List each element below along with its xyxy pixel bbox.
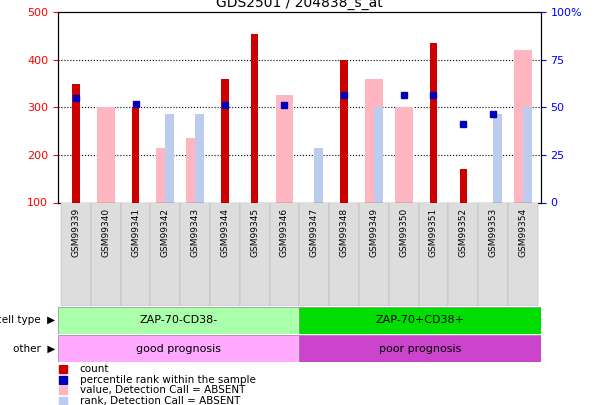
Text: GSM99353: GSM99353 [489, 208, 497, 257]
Text: count: count [80, 364, 109, 374]
Text: GSM99343: GSM99343 [191, 208, 200, 257]
Text: GSM99340: GSM99340 [101, 208, 110, 257]
Text: other  ▶: other ▶ [13, 344, 55, 354]
Bar [299, 202, 329, 306]
Text: ZAP-70+CD38+: ZAP-70+CD38+ [376, 315, 464, 325]
Bar [299, 307, 541, 334]
Bar [186, 138, 204, 202]
Text: GSM99341: GSM99341 [131, 208, 140, 257]
Bar [478, 202, 508, 306]
Bar [374, 107, 383, 202]
Bar [210, 202, 240, 306]
Text: GSM99349: GSM99349 [370, 208, 378, 257]
Bar [329, 202, 359, 306]
Bar [221, 79, 229, 202]
Bar [523, 107, 532, 202]
Bar [395, 107, 412, 202]
Bar [508, 202, 538, 306]
Text: GSM99345: GSM99345 [250, 208, 259, 257]
Bar [365, 79, 383, 202]
Bar [389, 202, 419, 306]
Text: cell type  ▶: cell type ▶ [0, 315, 55, 325]
Text: GSM99344: GSM99344 [221, 208, 229, 257]
Text: value, Detection Call = ABSENT: value, Detection Call = ABSENT [80, 386, 245, 395]
Text: poor prognosis: poor prognosis [379, 344, 461, 354]
Bar [132, 107, 139, 202]
Text: GSM99354: GSM99354 [518, 208, 527, 257]
Bar [150, 202, 180, 306]
Bar [493, 115, 502, 202]
Text: ZAP-70-CD38-: ZAP-70-CD38- [139, 315, 218, 325]
Text: percentile rank within the sample: percentile rank within the sample [80, 375, 255, 385]
Bar [430, 43, 437, 202]
Bar [269, 202, 299, 306]
Bar [240, 202, 269, 306]
Bar [58, 307, 299, 334]
Bar [251, 34, 258, 202]
Bar [276, 96, 293, 202]
Bar [91, 202, 120, 306]
Bar [459, 169, 467, 202]
Bar [314, 148, 323, 202]
Bar [340, 60, 348, 202]
Text: GSM99348: GSM99348 [340, 208, 349, 257]
Text: GSM99347: GSM99347 [310, 208, 319, 257]
Bar [120, 202, 150, 306]
Text: GSM99352: GSM99352 [459, 208, 468, 257]
Text: GSM99351: GSM99351 [429, 208, 438, 257]
Bar [419, 202, 448, 306]
Bar [180, 202, 210, 306]
Text: GSM99350: GSM99350 [399, 208, 408, 257]
Bar [448, 202, 478, 306]
Text: GSM99342: GSM99342 [161, 208, 170, 257]
Bar [156, 148, 174, 202]
Bar [166, 115, 174, 202]
Bar [195, 115, 204, 202]
Title: GDS2501 / 204838_s_at: GDS2501 / 204838_s_at [216, 0, 382, 10]
Bar [299, 335, 541, 362]
Text: good prognosis: good prognosis [136, 344, 221, 354]
Bar [61, 202, 91, 306]
Bar [72, 83, 79, 202]
Text: GSM99339: GSM99339 [71, 208, 81, 257]
Bar [58, 335, 299, 362]
Bar [97, 107, 115, 202]
Text: rank, Detection Call = ABSENT: rank, Detection Call = ABSENT [80, 396, 240, 405]
Text: GSM99346: GSM99346 [280, 208, 289, 257]
Bar [359, 202, 389, 306]
Bar [514, 50, 532, 202]
